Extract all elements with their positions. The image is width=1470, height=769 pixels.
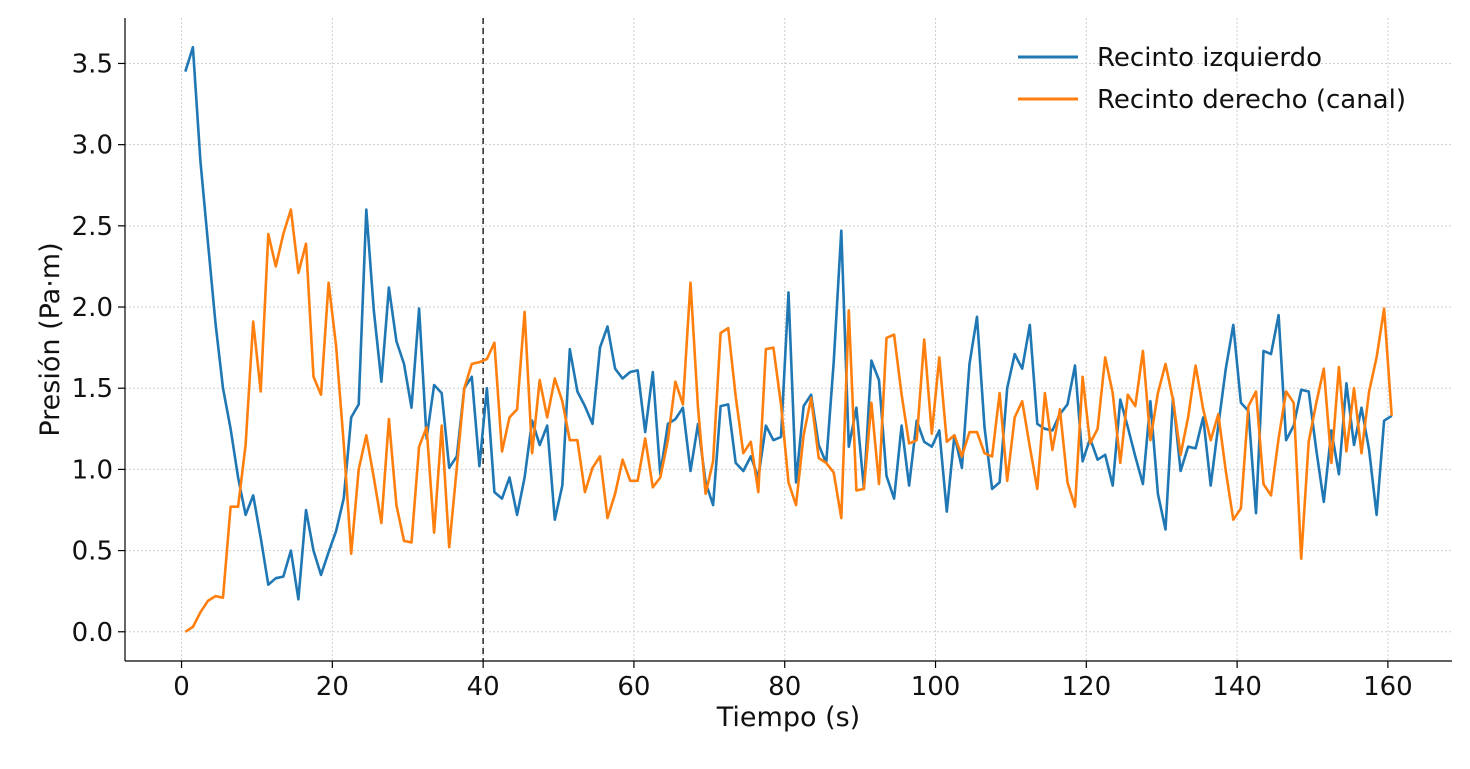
x-tick-label: 120 (1062, 672, 1112, 702)
y-tick-label: 0.5 (72, 537, 113, 567)
x-tick-label: 100 (911, 672, 961, 702)
x-tick-label: 60 (617, 672, 650, 702)
series-line-recinto-derecho (184, 208, 1393, 633)
series-line-recinto-izquierdo (184, 45, 1393, 601)
x-axis-label: Tiempo (s) (716, 702, 860, 733)
x-tick-label: 20 (316, 672, 349, 702)
x-tick-label: 160 (1363, 672, 1413, 702)
x-axis-ticks: 0 20 40 60 80 100 120 140 160 (173, 661, 1413, 702)
y-tick-label: 3.5 (72, 49, 113, 79)
legend-label-recinto-izquierdo: Recinto izquierdo (1097, 43, 1322, 73)
legend: Recinto izquierdo Recinto derecho (canal… (1018, 43, 1406, 115)
legend-label-recinto-derecho: Recinto derecho (canal) (1097, 85, 1406, 115)
y-axis-label: Presión (Pa·m) (35, 242, 66, 436)
x-tick-label: 40 (467, 672, 500, 702)
series-group (184, 45, 1393, 633)
y-axis-ticks: 0.0 0.5 1.0 1.5 2.0 2.5 3.0 3.5 (72, 49, 125, 648)
x-tick-label: 0 (173, 672, 190, 702)
y-tick-label: 1.5 (72, 374, 113, 404)
y-tick-label: 2.5 (72, 212, 113, 242)
y-tick-label: 3.0 (72, 131, 113, 161)
y-tick-label: 0.0 (72, 618, 113, 648)
y-tick-label: 1.0 (72, 455, 113, 485)
x-tick-label: 80 (768, 672, 801, 702)
y-tick-label: 2.0 (72, 293, 113, 323)
x-tick-label: 140 (1212, 672, 1262, 702)
